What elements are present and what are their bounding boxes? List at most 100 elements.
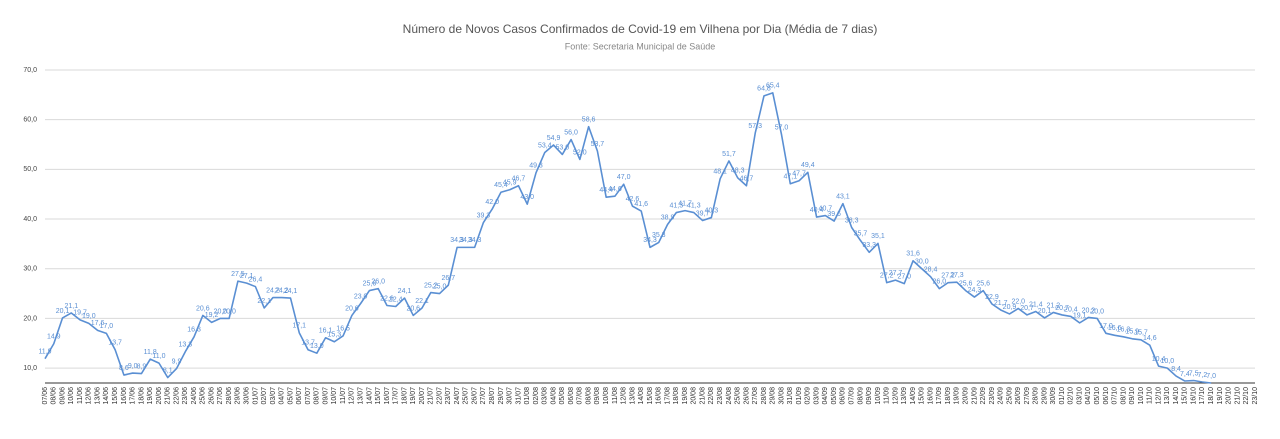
x-tick-label: 02/08 (533, 387, 540, 405)
x-tick-label: 23/06 (182, 387, 189, 405)
data-label: 11,8 (144, 349, 157, 356)
x-tick-label: 10/07 (331, 387, 338, 405)
data-label: 27,1 (240, 273, 254, 280)
data-label: 9,0 (128, 363, 138, 370)
y-tick-label: 10,0 (23, 365, 37, 372)
data-label: 27,2 (880, 272, 894, 279)
data-label: 8,1 (163, 367, 173, 374)
x-tick-label: 02/09 (805, 387, 812, 405)
x-tick-label: 01/10 (1059, 387, 1066, 405)
x-tick-label: 07/09 (849, 387, 856, 405)
data-label: 48,1 (713, 169, 727, 176)
data-label: 46,7 (740, 176, 754, 183)
x-tick-label: 17/08 (664, 387, 671, 405)
data-label: 15,7 (1134, 330, 1148, 337)
x-tick-label: 13/09 (901, 387, 908, 405)
x-tick-label: 09/09 (866, 387, 873, 405)
data-label: 35,7 (854, 230, 868, 237)
data-label: 42,6 (626, 196, 640, 203)
x-tick-label: 10/09 (875, 387, 882, 405)
x-tick-label: 01/07 (252, 387, 259, 405)
x-tick-label: 30/08 (778, 387, 785, 405)
x-tick-label: 18/09 (945, 387, 952, 405)
data-label: 20,7 (1055, 305, 1069, 312)
x-tick-label: 18/08 (673, 387, 680, 405)
data-label: 20,1 (56, 308, 70, 315)
x-tick-label: 05/09 (831, 387, 838, 405)
data-label: 22,4 (389, 296, 403, 303)
x-tick-label: 01/09 (796, 387, 803, 405)
x-tick-label: 24/06 (191, 387, 198, 405)
data-label: 40,4 (810, 207, 824, 214)
x-tick-label: 22/10 (1243, 387, 1250, 405)
data-label: 28,4 (924, 267, 938, 274)
data-label: 25,6 (976, 280, 990, 287)
data-label: 26,4 (249, 276, 263, 283)
data-label: 52,0 (573, 149, 587, 156)
data-label: 57,0 (775, 124, 789, 131)
data-label: 17,0 (1099, 323, 1113, 330)
x-tick-label: 08/06 (51, 387, 58, 405)
x-tick-label: 13/06 (94, 387, 101, 405)
data-label: 27,5 (231, 271, 245, 278)
x-tick-label: 23/07 (445, 387, 452, 405)
data-label: 51,7 (722, 151, 736, 158)
data-label: 34,3 (643, 237, 657, 244)
data-label: 22,0 (1011, 298, 1025, 305)
x-tick-label: 29/09 (1041, 387, 1048, 405)
x-tick-label: 03/08 (542, 387, 549, 405)
x-tick-label: 21/09 (971, 387, 978, 405)
y-tick-label: 40,0 (23, 216, 37, 223)
data-label: 39,6 (827, 211, 841, 218)
data-label: 64,8 (757, 86, 771, 93)
data-label: 41,3 (669, 202, 683, 209)
x-tick-label: 17/10 (1199, 387, 1206, 405)
data-label: 23,0 (354, 293, 368, 300)
x-tick-label: 05/10 (1094, 387, 1101, 405)
data-label: 49,3 (529, 163, 543, 170)
x-tick-label: 17/09 (936, 387, 943, 405)
x-tick-label: 16/06 (121, 387, 128, 405)
data-label: 38,9 (661, 214, 675, 221)
data-label: 41,7 (678, 200, 692, 207)
x-tick-label: 08/08 (585, 387, 592, 405)
data-label: 25,6 (959, 280, 973, 287)
x-tick-label: 31/08 (787, 387, 794, 405)
data-label: 40,7 (819, 205, 833, 212)
data-label: 16,5 (336, 326, 350, 333)
x-tick-label: 26/06 (208, 387, 215, 405)
data-label: 42,0 (485, 199, 499, 206)
data-label: 46,7 (512, 176, 526, 183)
data-label: 56,0 (564, 129, 578, 136)
x-tick-label: 14/07 (366, 387, 373, 405)
data-label: 7,0 (1206, 373, 1216, 380)
x-tick-label: 05/07 (287, 387, 294, 405)
x-tick-label: 30/09 (1050, 387, 1057, 405)
x-tick-label: 27/08 (752, 387, 759, 405)
data-label: 19,1 (1073, 313, 1087, 320)
x-tick-label: 11/10 (1147, 387, 1154, 404)
data-label: 40,3 (705, 207, 719, 214)
x-tick-label: 28/06 (226, 387, 233, 405)
data-label: 11,0 (152, 353, 165, 360)
data-label: 41,3 (687, 202, 701, 209)
x-tick-label: 25/08 (735, 387, 742, 405)
x-tick-label: 11/06 (77, 387, 84, 404)
data-label: 25,2 (424, 282, 438, 289)
chart-subtitle: Fonte: Secretaria Municipal de Saúde (565, 41, 716, 51)
x-tick-label: 20/08 (691, 387, 698, 405)
x-tick-label: 09/06 (59, 387, 66, 405)
data-label: 8,9 (137, 363, 147, 370)
x-tick-label: 20/10 (1226, 387, 1233, 405)
data-label: 20,0 (222, 308, 236, 315)
x-tick-label: 24/07 (454, 387, 461, 405)
data-label: 10,0 (1161, 358, 1175, 365)
data-label: 65,4 (766, 83, 780, 90)
x-tick-label: 12/10 (1155, 387, 1162, 405)
data-label: 25,0 (433, 283, 447, 290)
data-label: 21,7 (994, 300, 1008, 307)
data-label: 20,7 (1020, 305, 1034, 312)
x-tick-label: 02/10 (1068, 387, 1075, 405)
x-tick-label: 26/09 (1015, 387, 1022, 405)
